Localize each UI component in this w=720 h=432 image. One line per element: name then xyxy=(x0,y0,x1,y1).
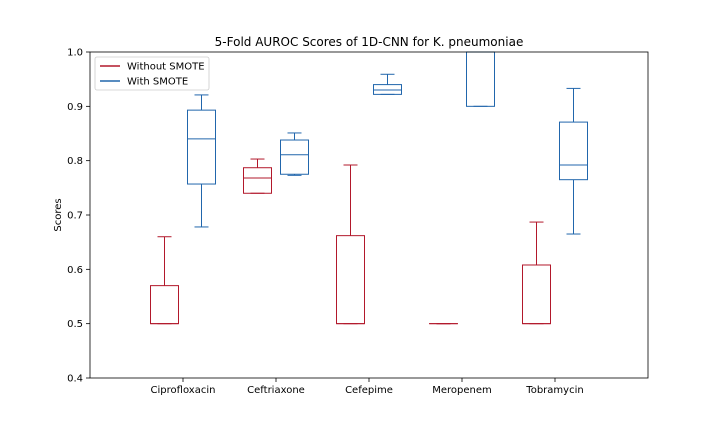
box-cefepime-without-smote xyxy=(336,164,365,325)
box-ceftriaxone-without-smote xyxy=(243,158,272,194)
y-tick-label: 0.6 xyxy=(67,265,83,276)
y-tick-label: 1.0 xyxy=(67,48,83,59)
y-tick-label: 0.7 xyxy=(67,211,83,222)
chart-title: 5-Fold AUROC Scores of 1D-CNN for K. pne… xyxy=(215,35,524,49)
y-tick-label: 0.8 xyxy=(67,156,83,167)
x-tick-label: Ceftriaxone xyxy=(247,385,305,396)
x-axis: Ciprofloxacin Ceftriaxone Cefepime Meropene… xyxy=(151,378,584,396)
legend: Without SMOTE With SMOTE xyxy=(94,56,210,91)
plot-area xyxy=(150,51,588,325)
box-ciprofloxacin-with-smote xyxy=(187,94,216,228)
plot-frame xyxy=(89,51,649,379)
y-tick-label: 0.9 xyxy=(67,102,83,113)
box-body xyxy=(336,235,365,325)
legend-label: With SMOTE xyxy=(127,77,188,88)
y-axis: 0.4 0.5 0.6 0.7 0.8 0.9 1.0 xyxy=(67,48,90,385)
y-axis-label: Scores xyxy=(53,198,64,231)
legend-box xyxy=(94,56,210,91)
box-body xyxy=(522,264,551,325)
box-body xyxy=(280,139,309,175)
box-meropenem-with-smote xyxy=(466,51,495,107)
box-body xyxy=(559,121,588,181)
box-body xyxy=(243,167,272,194)
y-tick-label: 0.4 xyxy=(67,374,83,385)
y-tick-label: 0.5 xyxy=(67,319,83,330)
x-tick-label: Cefepime xyxy=(345,385,393,396)
box-tobramycin-with-smote xyxy=(559,87,588,235)
box-body xyxy=(150,285,179,325)
x-tick-label: Meropenem xyxy=(432,385,492,396)
box-ceftriaxone-with-smote xyxy=(280,132,309,176)
box-body xyxy=(466,51,495,107)
box-cefepime-with-smote xyxy=(373,73,402,95)
box-body xyxy=(187,109,216,185)
box-ciprofloxacin-without-smote xyxy=(150,236,179,325)
x-tick-label: Tobramycin xyxy=(525,385,583,396)
x-tick-label: Ciprofloxacin xyxy=(151,385,216,396)
legend-label: Without SMOTE xyxy=(127,62,205,73)
box-tobramycin-without-smote xyxy=(522,221,551,325)
box-body xyxy=(373,84,402,95)
